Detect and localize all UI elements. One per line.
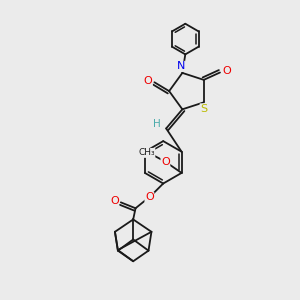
Text: O: O bbox=[145, 192, 154, 203]
Text: O: O bbox=[222, 66, 231, 76]
Text: S: S bbox=[200, 104, 207, 114]
Text: O: O bbox=[144, 76, 152, 86]
Text: O: O bbox=[161, 157, 170, 167]
Text: N: N bbox=[177, 61, 185, 71]
Text: O: O bbox=[110, 196, 119, 206]
Text: H: H bbox=[154, 119, 161, 129]
Text: CH₃: CH₃ bbox=[138, 148, 155, 158]
